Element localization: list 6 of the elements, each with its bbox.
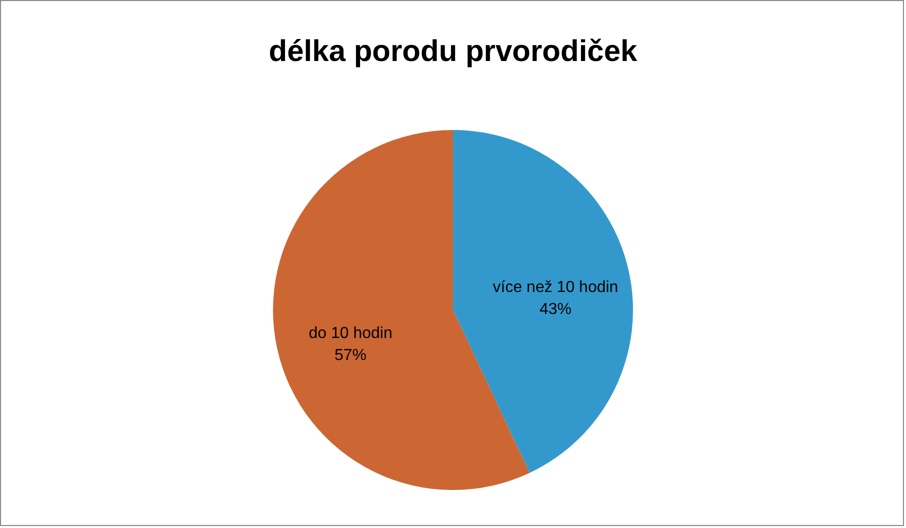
chart-title: délka porodu prvorodiček <box>268 35 638 68</box>
slice-label: více než 10 hodin <box>492 279 618 296</box>
pie-slice <box>453 130 633 473</box>
data-label: 43% <box>539 301 572 318</box>
slice-label: do 10 hodin <box>308 324 392 342</box>
data-label: 57% <box>334 346 367 364</box>
